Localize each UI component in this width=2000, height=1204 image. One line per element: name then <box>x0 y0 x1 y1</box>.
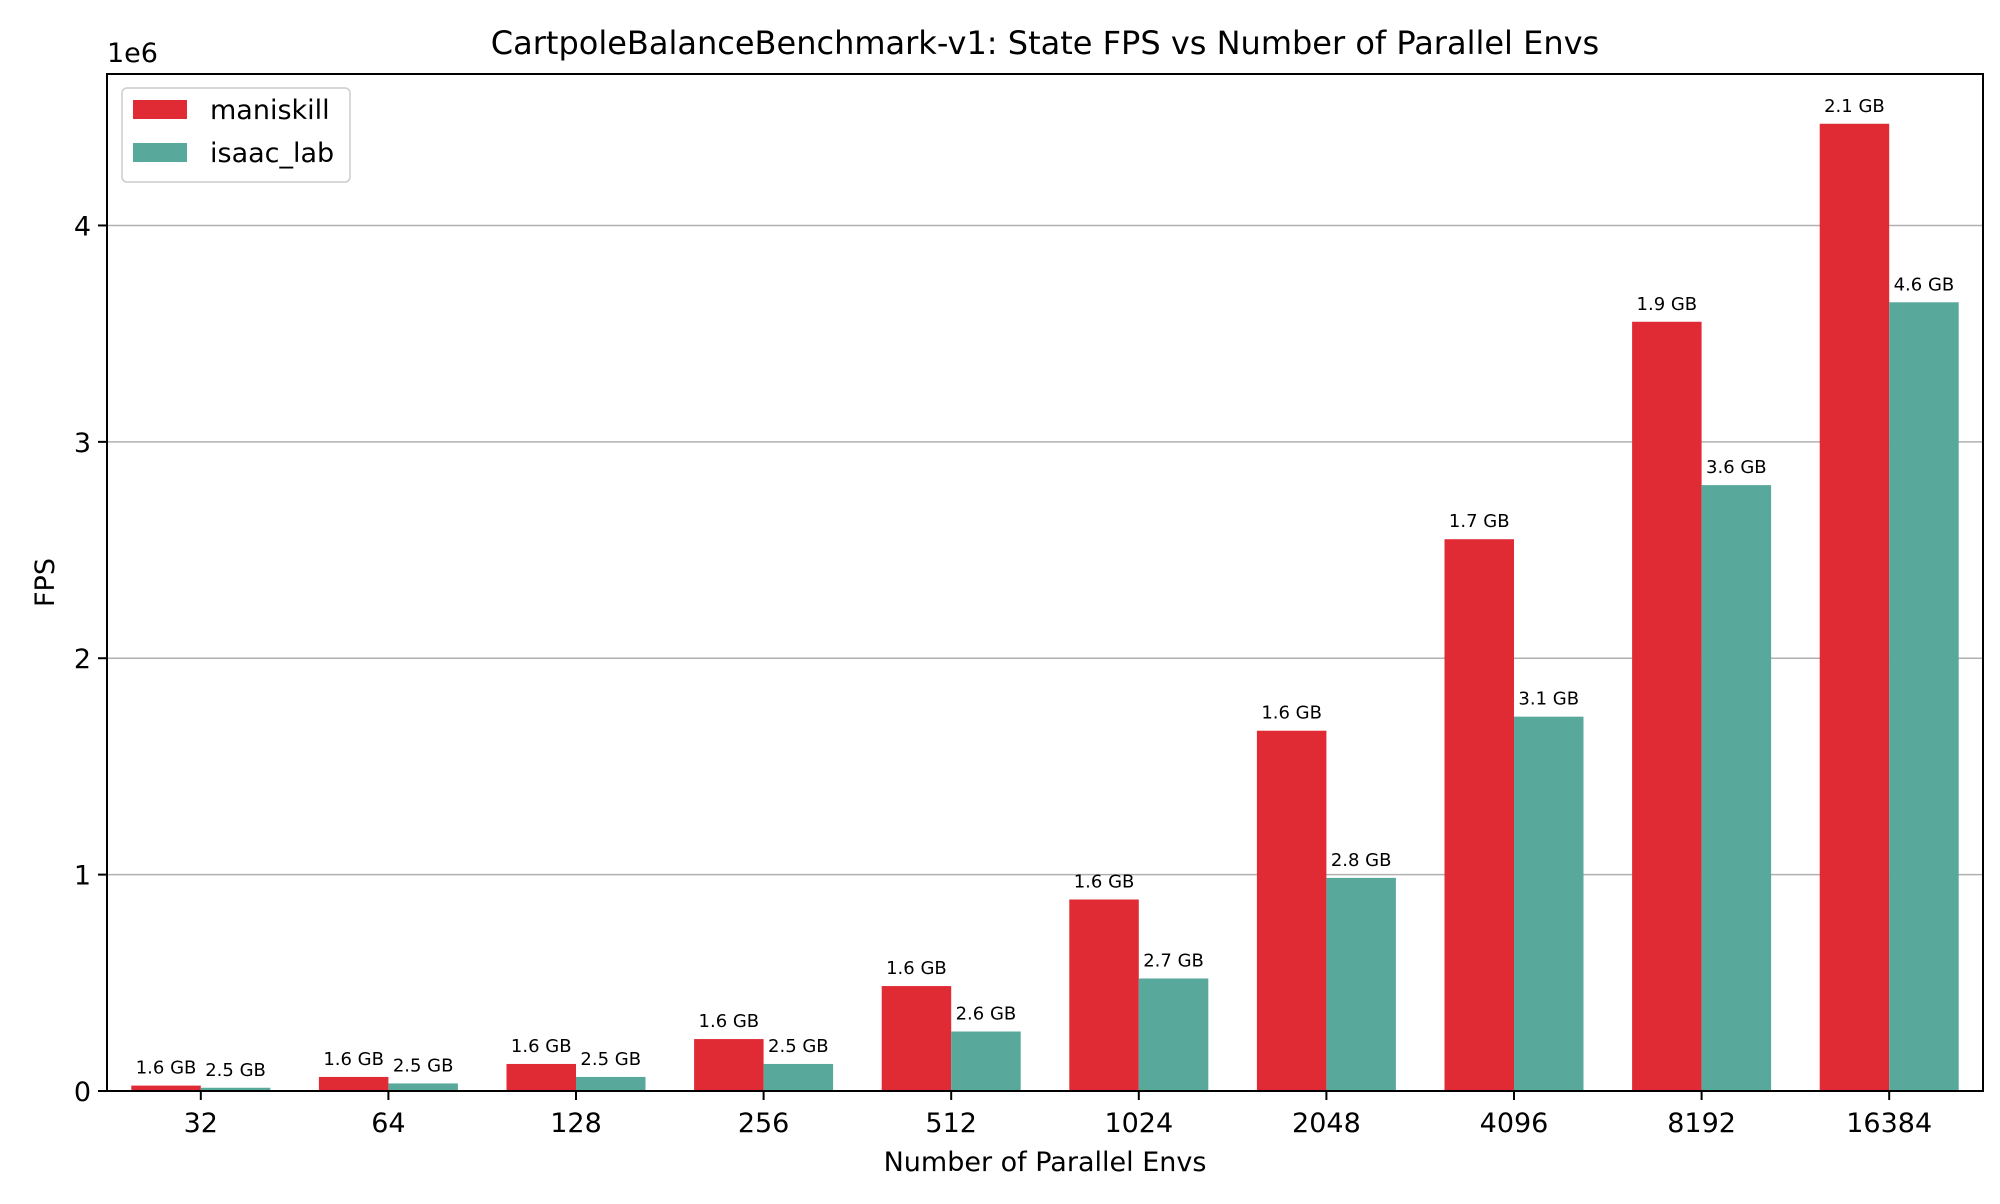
x-tick-label: 1024 <box>1104 1108 1173 1139</box>
bar-maniskill-16384 <box>1819 123 1890 1092</box>
legend-swatch-isaac-lab <box>133 143 187 162</box>
y-tick-label: 4 <box>74 211 91 242</box>
bar-data-label: 2.6 GB <box>956 1003 1017 1024</box>
legend-label-isaac-lab: isaac_lab <box>210 138 334 169</box>
x-tick-label: 8192 <box>1667 1108 1736 1139</box>
bar-maniskill-2048 <box>1256 730 1327 1091</box>
bar-data-label: 3.1 GB <box>1518 689 1579 710</box>
bar-maniskill-8192 <box>1632 321 1702 1091</box>
bar-isaac-lab-4096 <box>1514 716 1584 1091</box>
bar-data-label: 1.6 GB <box>136 1058 197 1079</box>
bar-isaac-lab-64 <box>388 1083 458 1091</box>
bar-data-label: 1.7 GB <box>1449 511 1510 532</box>
bar-data-label: 1.9 GB <box>1637 294 1698 315</box>
bar-maniskill-128 <box>506 1063 576 1091</box>
y-tick-label: 0 <box>74 1077 91 1108</box>
y-axis-ticks: 0 1 2 3 4 <box>74 211 107 1108</box>
x-tick-label: 256 <box>738 1108 790 1139</box>
bar-isaac-lab-256 <box>763 1063 834 1091</box>
x-tick-label: 512 <box>925 1108 977 1139</box>
bar-data-label: 1.6 GB <box>1074 872 1135 893</box>
plot-frame <box>106 73 1984 1092</box>
legend-swatch-maniskill <box>133 100 187 119</box>
y-tick-label: 3 <box>74 428 91 459</box>
bar-maniskill-512 <box>881 986 952 1091</box>
bar-isaac-lab-32 <box>200 1087 271 1091</box>
bar-isaac-lab-16384 <box>1889 302 1959 1091</box>
x-tick-label: 4096 <box>1480 1108 1549 1139</box>
bar-maniskill-32 <box>131 1085 201 1091</box>
x-axis-label: Number of Parallel Envs <box>884 1147 1207 1178</box>
y-axis-exponent-label: 1e6 <box>107 38 158 69</box>
y-tick-label: 2 <box>74 644 91 675</box>
bar-data-label: 2.5 GB <box>768 1036 829 1057</box>
bar-maniskill-4096 <box>1444 539 1514 1091</box>
bar-data-label: 2.5 GB <box>393 1055 454 1076</box>
bar-maniskill-256 <box>694 1039 764 1091</box>
bar-data-label: 2.7 GB <box>1143 950 1204 971</box>
bar-data-label: 3.6 GB <box>1706 457 1767 478</box>
bar-value-labels: 1.6 GB 2.5 GB 1.6 GB 2.5 GB 1.6 GB 2.5 GB 1.6 … <box>136 96 1955 1081</box>
bar-isaac-lab-2048 <box>1326 877 1396 1091</box>
y-tick-label: 1 <box>74 861 91 892</box>
bar-data-label: 2.5 GB <box>205 1060 266 1081</box>
x-tick-label: 2048 <box>1292 1108 1361 1139</box>
bar-data-label: 1.6 GB <box>886 958 947 979</box>
bar-maniskill-64 <box>318 1076 389 1091</box>
legend-label-maniskill: maniskill <box>210 95 330 126</box>
x-axis-ticks: 32 64 128 256 512 1024 2048 4096 8192 16384 <box>184 1091 1932 1139</box>
bar-data-label: 2.5 GB <box>580 1049 641 1070</box>
bar-isaac-lab-128 <box>576 1076 646 1091</box>
bar-data-label: 2.1 GB <box>1824 96 1885 117</box>
bar-isaac-lab-1024 <box>1138 978 1209 1091</box>
bar-data-label: 1.6 GB <box>511 1036 572 1057</box>
x-tick-label: 16384 <box>1846 1108 1932 1139</box>
bar-maniskill-1024 <box>1069 899 1139 1091</box>
chart-title: CartpoleBalanceBenchmark-v1: State FPS v… <box>491 24 1599 62</box>
bar-data-label: 2.8 GB <box>1331 850 1392 871</box>
bar-isaac-lab-8192 <box>1701 485 1772 1091</box>
x-tick-label: 128 <box>550 1108 602 1139</box>
bar-data-label: 1.6 GB <box>1261 703 1322 724</box>
y-axis-label: FPS <box>30 558 61 607</box>
bar-data-label: 1.6 GB <box>699 1011 760 1032</box>
bar-data-label: 4.6 GB <box>1894 274 1955 295</box>
legend: maniskill isaac_lab <box>121 87 351 183</box>
x-tick-label: 32 <box>184 1108 218 1139</box>
bars <box>131 123 1959 1092</box>
bar-data-label: 1.6 GB <box>323 1049 384 1070</box>
x-tick-label: 64 <box>371 1108 405 1139</box>
bar-isaac-lab-512 <box>951 1031 1021 1091</box>
